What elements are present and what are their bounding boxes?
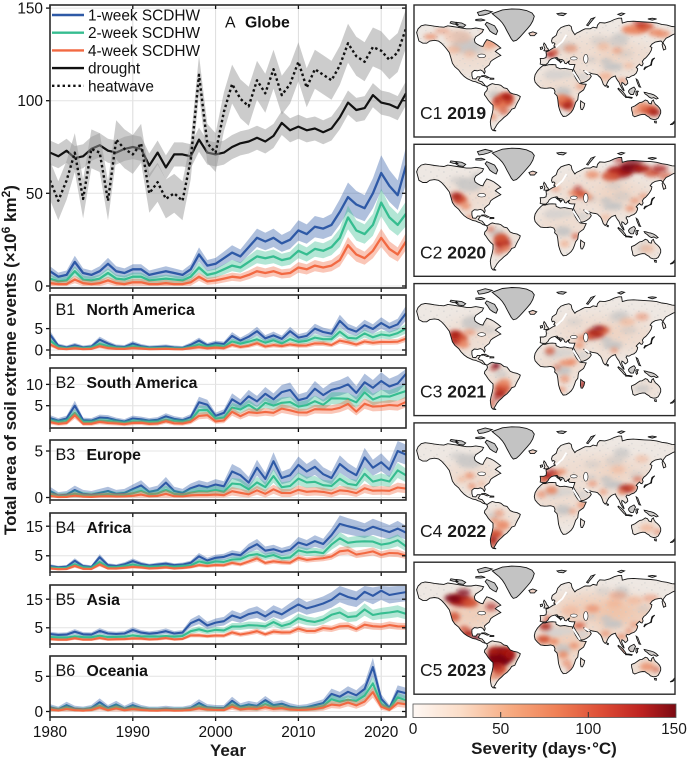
svg-text:B4: B4 bbox=[56, 519, 76, 537]
svg-text:heatwave: heatwave bbox=[88, 78, 154, 95]
svg-text:1990: 1990 bbox=[116, 724, 150, 741]
svg-text:B6: B6 bbox=[56, 662, 76, 680]
svg-text:0: 0 bbox=[34, 279, 43, 296]
svg-text:0: 0 bbox=[34, 343, 43, 360]
svg-text:15: 15 bbox=[26, 519, 43, 536]
svg-text:50: 50 bbox=[26, 186, 43, 203]
svg-text:0: 0 bbox=[409, 721, 418, 738]
svg-text:1-week SCDHW: 1-week SCDHW bbox=[88, 8, 200, 25]
svg-text:1980: 1980 bbox=[33, 724, 67, 741]
svg-text:5: 5 bbox=[34, 669, 43, 686]
svg-text:C5 2023: C5 2023 bbox=[420, 660, 486, 680]
svg-text:B2: B2 bbox=[56, 374, 76, 392]
svg-text:C2 2020: C2 2020 bbox=[420, 242, 486, 262]
svg-text:C3 2021: C3 2021 bbox=[420, 382, 486, 402]
svg-text:50: 50 bbox=[492, 721, 510, 738]
svg-text:Globe: Globe bbox=[245, 15, 290, 32]
svg-text:100: 100 bbox=[17, 93, 43, 110]
svg-text:150: 150 bbox=[17, 1, 43, 18]
svg-text:150: 150 bbox=[661, 721, 687, 738]
svg-text:Total area of soil extreme eve: Total area of soil extreme events (×106 … bbox=[0, 185, 20, 535]
svg-text:5: 5 bbox=[34, 321, 43, 338]
svg-text:Africa: Africa bbox=[87, 520, 132, 537]
svg-text:5: 5 bbox=[34, 444, 43, 461]
svg-text:2-week SCDHW: 2-week SCDHW bbox=[88, 25, 200, 42]
svg-text:15: 15 bbox=[26, 592, 43, 609]
svg-text:0: 0 bbox=[34, 704, 43, 721]
svg-text:C1 2019: C1 2019 bbox=[420, 103, 486, 123]
svg-text:North America: North America bbox=[87, 302, 195, 319]
svg-text:4-week SCDHW: 4-week SCDHW bbox=[88, 43, 200, 60]
svg-text:B1: B1 bbox=[56, 301, 76, 319]
svg-text:C4 2022: C4 2022 bbox=[420, 521, 486, 541]
svg-text:Severity (days·°C): Severity (days·°C) bbox=[471, 739, 617, 758]
svg-text:B3: B3 bbox=[56, 446, 76, 464]
svg-text:Asia: Asia bbox=[87, 592, 121, 609]
svg-text:Europe: Europe bbox=[87, 447, 142, 464]
svg-text:A: A bbox=[225, 15, 236, 32]
svg-text:0: 0 bbox=[34, 490, 43, 507]
svg-text:10: 10 bbox=[26, 377, 43, 394]
svg-text:2020: 2020 bbox=[364, 724, 398, 741]
svg-text:5: 5 bbox=[34, 620, 43, 637]
svg-text:South America: South America bbox=[87, 375, 198, 392]
svg-text:2000: 2000 bbox=[198, 724, 232, 741]
svg-text:5: 5 bbox=[34, 398, 43, 415]
svg-text:100: 100 bbox=[575, 721, 601, 738]
svg-text:2010: 2010 bbox=[281, 724, 315, 741]
svg-text:5: 5 bbox=[34, 548, 43, 565]
svg-text:Year: Year bbox=[210, 741, 246, 759]
svg-text:drought: drought bbox=[88, 61, 141, 78]
svg-text:B5: B5 bbox=[56, 591, 76, 609]
svg-text:Oceania: Oceania bbox=[87, 663, 149, 680]
